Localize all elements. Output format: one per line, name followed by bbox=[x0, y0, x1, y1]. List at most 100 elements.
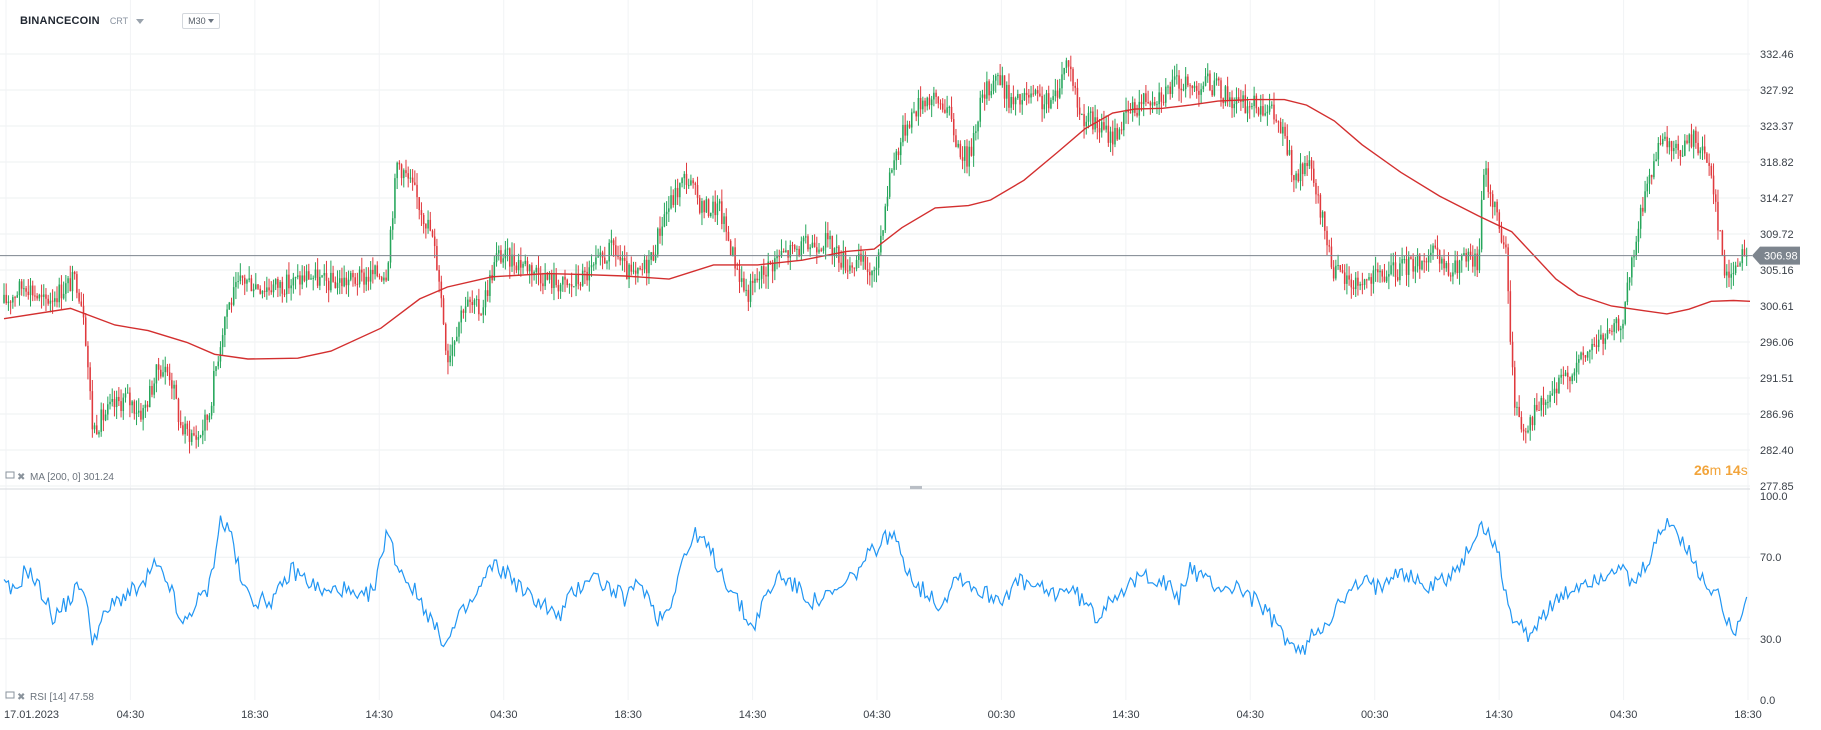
candle-body bbox=[312, 277, 314, 279]
candle-body bbox=[1173, 76, 1176, 80]
candle-body bbox=[641, 269, 644, 271]
candle-body bbox=[398, 162, 401, 165]
candle bbox=[1441, 256, 1443, 270]
candle-body bbox=[698, 197, 701, 213]
candle bbox=[409, 169, 412, 183]
candle-body bbox=[904, 124, 906, 136]
candle-body bbox=[1028, 94, 1030, 98]
timeframe-selector[interactable]: M30 bbox=[182, 13, 220, 29]
candle-body bbox=[495, 253, 498, 263]
candle bbox=[1487, 162, 1490, 198]
candle-body bbox=[829, 235, 831, 240]
candle bbox=[51, 289, 54, 314]
candle-body bbox=[1253, 95, 1255, 107]
candle bbox=[1728, 259, 1730, 288]
candle bbox=[1739, 261, 1741, 267]
candle bbox=[1706, 152, 1708, 163]
candle-body bbox=[1372, 270, 1375, 284]
candle-body bbox=[31, 285, 34, 296]
candle bbox=[482, 299, 485, 324]
candle bbox=[1392, 252, 1395, 277]
candle bbox=[349, 270, 352, 282]
candle bbox=[674, 179, 677, 213]
candle bbox=[1350, 273, 1353, 299]
candle-body bbox=[1480, 199, 1483, 250]
candle-body bbox=[1308, 160, 1311, 167]
candle-body bbox=[1039, 93, 1041, 96]
candle-body bbox=[628, 264, 630, 279]
candle bbox=[451, 337, 454, 367]
candle-body bbox=[235, 282, 237, 288]
candle bbox=[1443, 249, 1445, 276]
candle bbox=[1653, 153, 1655, 180]
candle bbox=[793, 244, 796, 252]
candle bbox=[301, 265, 303, 290]
candle-body bbox=[888, 172, 891, 197]
rsi-tick-label: 0.0 bbox=[1760, 695, 1775, 707]
candle bbox=[1657, 137, 1660, 166]
candle-body bbox=[471, 301, 474, 305]
candle-body bbox=[701, 201, 703, 213]
candle bbox=[308, 263, 310, 280]
candle bbox=[1244, 84, 1247, 114]
candle bbox=[1370, 273, 1372, 297]
candle-body bbox=[124, 393, 127, 398]
candle bbox=[343, 265, 345, 288]
candle-body bbox=[1233, 104, 1236, 109]
candle bbox=[1529, 414, 1531, 441]
candle-body bbox=[1277, 121, 1280, 123]
candle-body bbox=[570, 284, 573, 287]
time-tick-label: 04:30 bbox=[1237, 709, 1265, 721]
candle bbox=[1602, 332, 1604, 356]
candle bbox=[869, 262, 871, 286]
candle bbox=[411, 169, 414, 191]
candle bbox=[1611, 324, 1613, 336]
candle bbox=[171, 372, 173, 400]
candle-body bbox=[1363, 279, 1366, 285]
candle-body bbox=[789, 245, 792, 258]
candle-body bbox=[45, 294, 47, 299]
candle-body bbox=[1008, 84, 1010, 108]
candle bbox=[422, 212, 425, 234]
candle bbox=[1412, 253, 1414, 279]
candle-body bbox=[1410, 257, 1412, 259]
candle bbox=[1549, 390, 1551, 408]
candle bbox=[630, 256, 633, 276]
candle bbox=[1200, 83, 1202, 104]
candle-body bbox=[1156, 104, 1158, 106]
candle bbox=[780, 239, 783, 259]
candle-body bbox=[1551, 393, 1554, 396]
candle-body bbox=[1697, 142, 1699, 154]
candle bbox=[182, 421, 184, 436]
candle-body bbox=[336, 282, 339, 289]
candle bbox=[314, 262, 317, 281]
candle bbox=[1613, 319, 1615, 341]
candle bbox=[597, 248, 599, 258]
candle-body bbox=[937, 96, 940, 104]
candle bbox=[645, 255, 648, 286]
candle-body bbox=[1734, 265, 1737, 273]
candle-body bbox=[919, 97, 922, 110]
candle-body bbox=[652, 252, 655, 261]
candle bbox=[1061, 61, 1063, 95]
candle-body bbox=[221, 335, 224, 348]
ma-legend-label: MA [200, 0] 301.24 bbox=[30, 472, 114, 483]
candle-body bbox=[606, 261, 608, 264]
candle bbox=[1275, 114, 1277, 123]
chart-type-selector[interactable]: CRT bbox=[110, 16, 145, 26]
candle bbox=[1566, 365, 1569, 390]
symbol-label[interactable]: BINANCECOIN bbox=[20, 15, 100, 27]
candle-body bbox=[1341, 270, 1344, 273]
candle-body bbox=[1655, 159, 1657, 162]
candle bbox=[486, 279, 489, 302]
candle bbox=[804, 224, 807, 244]
candle bbox=[562, 276, 564, 292]
candle bbox=[1284, 122, 1286, 139]
candle bbox=[462, 308, 465, 319]
candle bbox=[1494, 201, 1496, 216]
candle bbox=[659, 216, 661, 244]
candle bbox=[926, 96, 929, 111]
candle bbox=[751, 271, 754, 296]
candle-body bbox=[1496, 201, 1498, 213]
